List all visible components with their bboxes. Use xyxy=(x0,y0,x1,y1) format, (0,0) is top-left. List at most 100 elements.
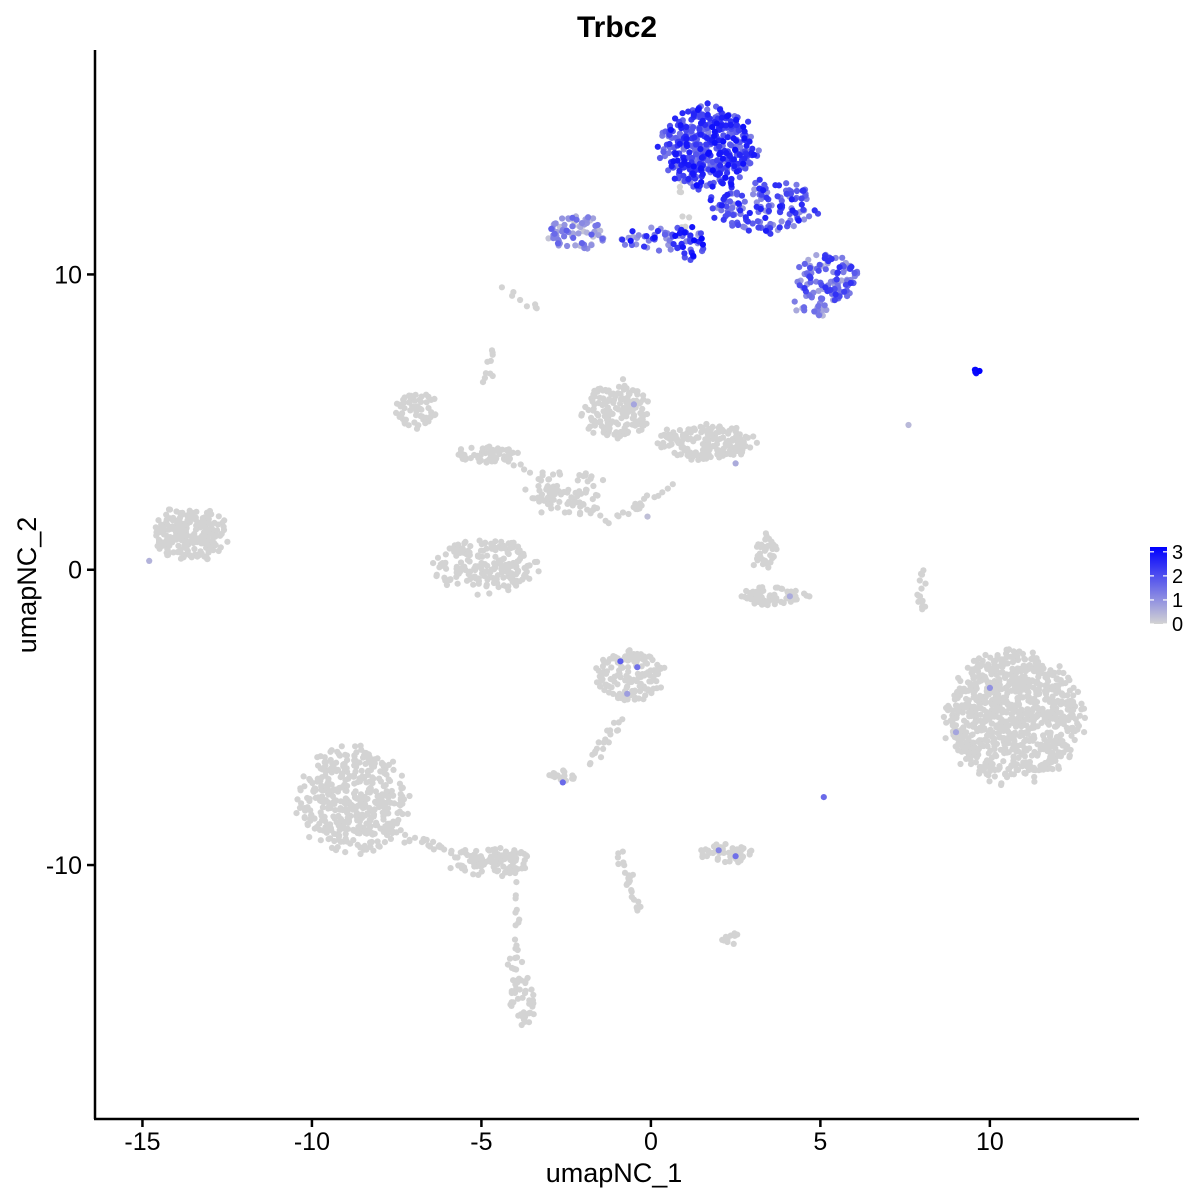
cell-point xyxy=(338,770,346,777)
cell-point xyxy=(957,760,964,768)
cell-point xyxy=(330,765,338,772)
cell-point xyxy=(595,412,602,419)
cell-point xyxy=(426,843,433,850)
cell-point xyxy=(362,749,370,757)
cell-point xyxy=(433,571,440,578)
cell-point xyxy=(535,568,542,575)
cell-point xyxy=(592,491,600,499)
cell-point xyxy=(467,543,474,550)
cell-point xyxy=(1023,715,1030,723)
cell-point xyxy=(520,1009,527,1016)
cell-point xyxy=(686,149,693,156)
cell-point xyxy=(430,838,437,846)
cell-point xyxy=(397,403,404,410)
cell-point xyxy=(431,412,438,419)
cell-point xyxy=(397,827,404,834)
cell-point xyxy=(1025,697,1032,704)
cell-point xyxy=(1029,649,1036,656)
cell-point xyxy=(709,167,716,174)
cell-point xyxy=(204,555,211,563)
cell-point xyxy=(173,508,180,515)
cell-point xyxy=(200,537,207,544)
cell-point xyxy=(436,842,443,849)
cell-point xyxy=(322,797,329,804)
cell-point xyxy=(491,846,499,853)
cell-point xyxy=(757,205,764,213)
cell-point xyxy=(556,498,563,505)
cell-point xyxy=(771,594,778,602)
cell-point xyxy=(420,835,427,843)
cell-point xyxy=(198,523,205,530)
cell-point xyxy=(322,768,329,775)
cell-point xyxy=(1012,731,1019,739)
cell-point xyxy=(709,124,716,131)
cell-point xyxy=(717,162,724,169)
cell-point xyxy=(755,147,762,154)
cell-point xyxy=(559,779,566,786)
cell-point xyxy=(709,205,716,212)
cell-point xyxy=(1033,679,1040,686)
cell-point xyxy=(800,304,808,311)
cell-point xyxy=(985,750,992,757)
cell-point xyxy=(475,871,482,879)
cell-point xyxy=(840,269,847,276)
cell-point xyxy=(742,214,749,221)
cell-point xyxy=(822,266,829,273)
cell-point xyxy=(821,302,828,309)
cell-point xyxy=(512,895,519,902)
cell-point xyxy=(351,780,358,787)
cell-point xyxy=(1034,752,1041,759)
cell-point xyxy=(614,727,622,734)
cell-point xyxy=(457,559,465,566)
cell-point xyxy=(801,216,808,223)
cell-point xyxy=(311,825,318,832)
cell-point xyxy=(977,711,984,718)
cell-point xyxy=(605,520,612,527)
x-axis: -15 -10 -5 0 5 10 xyxy=(94,1117,1139,1156)
cell-point xyxy=(725,161,732,168)
cell-point xyxy=(697,230,705,237)
cell-point xyxy=(976,763,984,771)
cell-point xyxy=(1053,675,1060,682)
cell-point xyxy=(786,593,794,600)
cell-point xyxy=(847,279,854,287)
cell-point xyxy=(650,685,657,692)
cell-point xyxy=(729,845,736,852)
cell-point xyxy=(819,295,826,302)
cell-point xyxy=(442,551,449,558)
cell-point xyxy=(357,823,364,830)
cell-point xyxy=(630,413,638,420)
cell-point xyxy=(730,156,738,163)
y-axis-ticks: -10 0 10 xyxy=(46,261,95,880)
cell-point xyxy=(618,694,625,701)
cell-point xyxy=(1049,683,1056,690)
cell-point xyxy=(513,966,520,973)
cell-point xyxy=(974,738,982,745)
cell-point xyxy=(793,307,800,314)
cell-point xyxy=(483,459,490,466)
cell-point xyxy=(412,391,419,398)
cell-point xyxy=(972,759,980,766)
cell-point xyxy=(737,435,744,442)
cell-point xyxy=(725,112,732,119)
cell-point xyxy=(982,651,989,659)
cell-point xyxy=(914,591,921,598)
cell-point xyxy=(630,896,638,903)
x-tick-label: -15 xyxy=(124,1128,160,1156)
cell-point xyxy=(343,765,350,772)
cell-point xyxy=(527,1009,534,1016)
cell-point xyxy=(294,796,301,803)
cell-point xyxy=(960,724,967,731)
cell-point xyxy=(590,215,597,222)
cell-point xyxy=(796,264,803,271)
cell-point xyxy=(546,496,553,503)
cell-point xyxy=(976,367,983,375)
cell-point xyxy=(670,241,677,248)
cell-point xyxy=(597,683,604,690)
cell-point xyxy=(209,537,216,545)
cell-point xyxy=(967,682,974,690)
cell-point xyxy=(612,393,619,400)
cell-point xyxy=(342,751,349,758)
